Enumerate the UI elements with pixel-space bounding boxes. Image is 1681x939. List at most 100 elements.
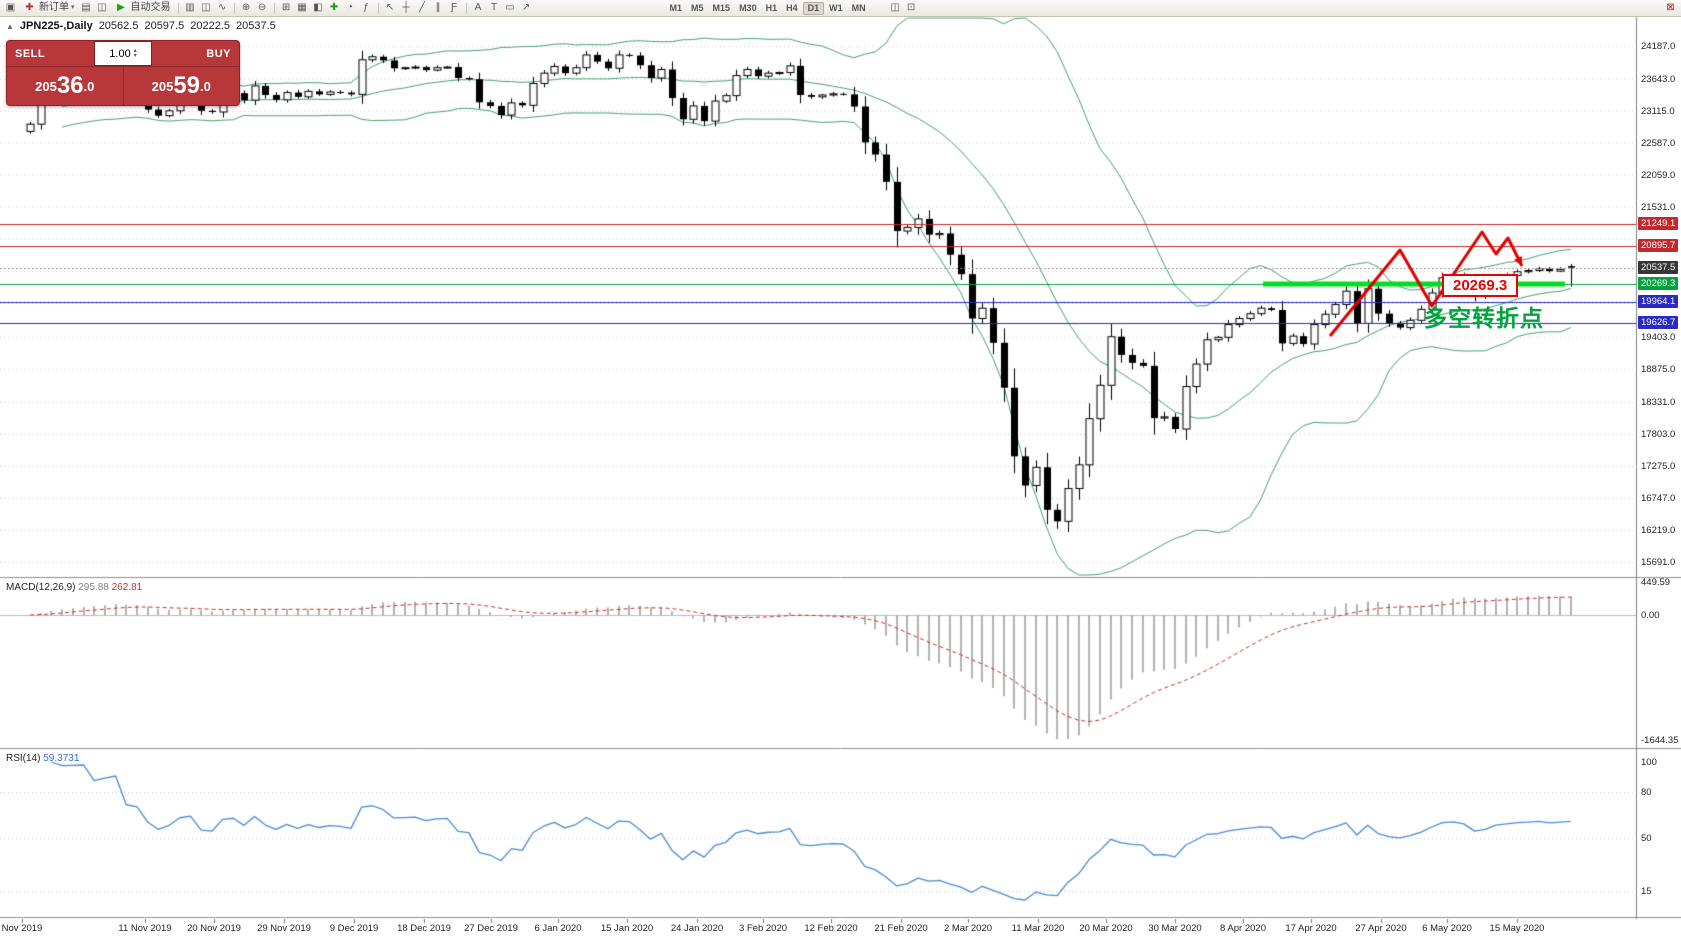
- cursor-icon[interactable]: ↖: [385, 2, 395, 13]
- rsi-axis-tick: 80: [1641, 787, 1652, 799]
- price-axis-tick: 23643.0: [1641, 74, 1676, 86]
- date-axis-tick: 11 Mar 2020: [1011, 923, 1065, 934]
- toolbar-separator: [377, 2, 379, 14]
- buy-price[interactable]: 205 59.0: [124, 67, 240, 105]
- price-axis-tick: 17275.0: [1641, 460, 1676, 472]
- timeframe-M5[interactable]: M5: [691, 2, 704, 13]
- price-badge-21249.1: 21249.1: [1638, 217, 1679, 231]
- chart-title: ▲ JPN225-,Daily 20562.5 20597.5 20222.5 …: [6, 20, 276, 32]
- macd-axis-tick: 0.00: [1641, 610, 1660, 621]
- date-axis-tick: Nov 2019: [1, 923, 43, 934]
- chart-symbol-period: JPN225-,Daily: [19, 20, 93, 32]
- price-axis-tick: 18331.0: [1641, 396, 1676, 408]
- ohlc-low: 20222.5: [190, 20, 230, 32]
- collapse-panel-arrow[interactable]: ▲: [6, 21, 14, 31]
- toolbar-separator: [465, 2, 467, 14]
- rsi-label: RSI(14) 59.3731: [6, 753, 79, 764]
- fibonacci-icon[interactable]: Ƒ: [450, 2, 458, 13]
- price-level-label[interactable]: 20269.3: [1442, 274, 1519, 297]
- ohlc-open: 20562.5: [98, 20, 139, 32]
- close-chart-icon[interactable]: ⊠: [1666, 2, 1675, 13]
- timeframe-M30[interactable]: M30: [739, 2, 757, 13]
- sell-button-label: SELL: [15, 47, 46, 60]
- price-axis-tick: 15691.0: [1641, 556, 1676, 568]
- price-badge-20895.7: 20895.7: [1638, 238, 1679, 252]
- grid-icon[interactable]: ⊞: [281, 2, 291, 13]
- price-axis-tick: 22059.0: [1641, 170, 1676, 182]
- timeframe-H1[interactable]: H1: [765, 2, 778, 13]
- macd-signal-value: 262.81: [111, 582, 143, 593]
- arrows-icon[interactable]: ↗: [521, 2, 531, 13]
- candlestick-chart-icon[interactable]: ◫: [201, 2, 211, 13]
- volume-up-button[interactable]: ▴: [133, 47, 137, 54]
- macd-name: MACD(12,26,9): [6, 582, 76, 593]
- date-axis-tick: 8 Apr 2020: [1220, 923, 1266, 934]
- buy-button[interactable]: BUY: [152, 41, 239, 66]
- price-digits: 205: [35, 78, 57, 94]
- timeframe-MN[interactable]: MN: [851, 2, 866, 13]
- add-indicator-icon[interactable]: ✚: [329, 2, 339, 13]
- trendline-icon[interactable]: ╱: [419, 2, 426, 13]
- text-icon[interactable]: A: [474, 2, 482, 13]
- ohlc-close: 20537.5: [235, 20, 276, 32]
- price-digits: .0: [200, 78, 211, 94]
- volume-down-button[interactable]: ▾: [133, 52, 137, 59]
- price-axis-tick: 24187.0: [1641, 41, 1676, 52]
- price-digits: 36: [56, 72, 84, 99]
- indicators-icon[interactable]: ƒ: [363, 2, 369, 13]
- price-badge-19626.7: 19626.7: [1638, 315, 1679, 329]
- price-digits: 59: [173, 72, 201, 99]
- maximize-icon[interactable]: ⊡: [906, 2, 916, 13]
- price-badge-20269.3: 20269.3: [1638, 276, 1679, 290]
- charts-list-icon[interactable]: ◫: [97, 2, 107, 13]
- chart-window-icon[interactable]: ▣: [5, 2, 16, 13]
- date-axis-tick: 27 Apr 2020: [1355, 923, 1407, 934]
- new-order-button[interactable]: ✚ 新订单 ▾: [19, 1, 78, 15]
- date-axis-tick: 24 Jan 2020: [670, 923, 724, 934]
- profiles-icon[interactable]: ▤: [81, 2, 91, 13]
- chevron-down-icon: ▾: [71, 4, 75, 11]
- date-axis-tick: 15 May 2020: [1489, 923, 1545, 934]
- price-axis-tick: 16219.0: [1641, 524, 1676, 536]
- turning-point-annotation[interactable]: 多空转折点: [1424, 305, 1544, 331]
- channel-icon[interactable]: ∥: [435, 2, 441, 13]
- text-label-icon[interactable]: T: [490, 2, 498, 13]
- volume-field[interactable]: 1.00 ▴ ▾: [94, 41, 152, 66]
- date-axis-tick: 3 Feb 2020: [738, 923, 788, 934]
- period-clock-icon[interactable]: ◔: [346, 2, 354, 13]
- line-chart-icon[interactable]: ∿: [217, 2, 227, 13]
- timeframe-H4[interactable]: H4: [786, 2, 798, 13]
- new-order-button-icon: ✚: [25, 2, 34, 13]
- price-digits: .0: [83, 78, 95, 94]
- date-axis-tick: 30 Mar 2020: [1148, 923, 1202, 934]
- zoom-out-icon[interactable]: ⊖: [257, 2, 267, 13]
- macd-axis-tick: -1644.35: [1641, 734, 1679, 746]
- date-axis-tick: 11 Nov 2019: [118, 923, 172, 934]
- window-layout-icon[interactable]: ◫: [890, 2, 900, 13]
- zoom-in-icon[interactable]: ⊕: [241, 2, 251, 13]
- toolbar-separator: [177, 2, 179, 14]
- tile-windows-icon[interactable]: ▦: [297, 2, 307, 13]
- timeframe-M1[interactable]: M1: [669, 2, 683, 13]
- date-axis-tick: 20 Nov 2019: [187, 923, 241, 934]
- price-axis-tick: 18875.0: [1641, 363, 1676, 375]
- buy-button-label: BUY: [206, 47, 231, 60]
- shapes-icon[interactable]: ▭: [505, 2, 515, 13]
- price-badge-20537.5: 20537.5: [1638, 260, 1679, 274]
- date-axis-tick: 18 Dec 2019: [397, 923, 451, 934]
- date-axis-tick: 17 Apr 2020: [1285, 923, 1337, 934]
- bar-chart-icon[interactable]: ▥: [185, 2, 195, 13]
- auto-trading-button[interactable]: ▶ 自动交易: [111, 1, 174, 15]
- timeframe-M15[interactable]: M15: [712, 2, 731, 13]
- sell-button[interactable]: SELL: [7, 41, 94, 66]
- sell-price[interactable]: 205 36.0: [7, 67, 124, 105]
- timeframe-W1[interactable]: W1: [829, 2, 843, 13]
- crosshair-icon[interactable]: ┼: [402, 2, 410, 13]
- date-axis-tick: 29 Nov 2019: [257, 923, 311, 934]
- timeframe-D1[interactable]: D1: [802, 1, 825, 15]
- rsi-value: 59.3731: [43, 753, 80, 764]
- cascade-windows-icon[interactable]: ◧: [313, 2, 323, 13]
